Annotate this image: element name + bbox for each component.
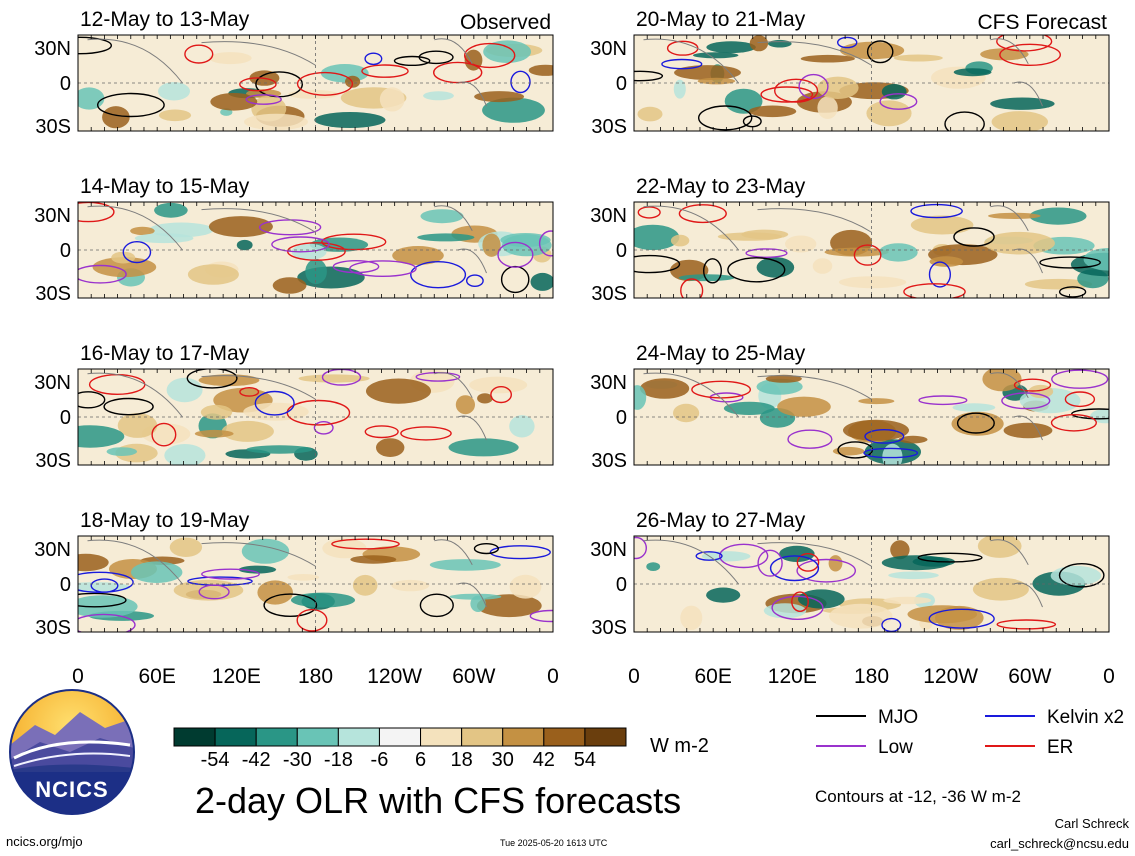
legend-label: ER	[1047, 737, 1073, 758]
panel-period: 16-May to 17-May	[80, 342, 250, 365]
colorbar-swatch	[337, 727, 380, 747]
y-tick-label: 30S	[35, 116, 71, 138]
x-tick-label: 180	[298, 665, 333, 688]
units-label: W m-2	[650, 735, 709, 757]
ncics-logo: NCICS	[9, 689, 135, 815]
colorbar-label: -54	[201, 749, 230, 771]
y-tick-label: 30S	[35, 450, 71, 472]
colorbar-label: 18	[451, 749, 473, 771]
x-tick-label: 0	[1103, 665, 1115, 688]
y-tick-label: 30N	[34, 38, 71, 60]
colorbar-label: -30	[283, 749, 312, 771]
map-panel: 30N 0 30S 20-May to 21-May CFS Forecast	[590, 8, 1110, 138]
y-tick-label: 30S	[591, 283, 627, 305]
colorbar-swatch	[543, 727, 586, 747]
map-panel: 30N 0 30S 18-May to 19-May	[34, 509, 554, 639]
colorbar-swatch	[420, 727, 463, 747]
y-tick-label: 30S	[591, 116, 627, 138]
x-tick-label: 0	[72, 665, 84, 688]
x-tick-label: 60W	[452, 665, 495, 688]
x-tick-label: 120W	[367, 665, 422, 688]
colorbar-swatch	[255, 727, 298, 747]
y-tick-label: 0	[616, 407, 627, 429]
footer-email[interactable]: carl_schreck@ncsu.edu	[990, 836, 1129, 851]
panel-period: 20-May to 21-May	[636, 8, 806, 31]
x-tick-label: 120W	[923, 665, 978, 688]
map-panel: 30N 0 30S 24-May to 25-May	[590, 342, 1110, 472]
y-tick-label: 30N	[590, 372, 627, 394]
colorbar-label: -42	[242, 749, 271, 771]
colorbar-label: -6	[371, 749, 389, 771]
y-tick-label: 30N	[34, 539, 71, 561]
colorbar-swatch	[214, 727, 257, 747]
y-tick-label: 0	[60, 407, 71, 429]
colorbar-swatch	[378, 727, 422, 747]
colorbar-swatch	[296, 727, 339, 747]
contours-note: Contours at -12, -36 W m-2	[815, 787, 1021, 806]
x-tick-label: 60E	[138, 665, 175, 688]
y-tick-label: 30S	[591, 450, 627, 472]
panel-period: 18-May to 19-May	[80, 509, 250, 532]
y-tick-label: 0	[616, 73, 627, 95]
y-tick-label: 30N	[590, 539, 627, 561]
footer-author: Carl Schreck	[1054, 816, 1129, 831]
panel-tag: CFS Forecast	[977, 11, 1107, 34]
y-tick-label: 30N	[34, 205, 71, 227]
colorbar-label: -18	[324, 749, 353, 771]
y-tick-label: 0	[616, 574, 627, 596]
colorbar-label: 30	[492, 749, 514, 771]
colorbar-swatch	[502, 727, 545, 747]
x-tick-label: 60W	[1008, 665, 1051, 688]
panel-period: 22-May to 23-May	[636, 175, 806, 198]
y-tick-label: 0	[616, 240, 627, 262]
colorbar-label: 54	[574, 749, 596, 771]
panel-period: 26-May to 27-May	[636, 509, 806, 532]
colorbar-swatch	[461, 727, 504, 747]
panel-tag: Observed	[460, 11, 551, 34]
colorbar-swatch	[173, 727, 216, 747]
y-tick-label: 30S	[35, 617, 71, 639]
y-tick-label: 30S	[35, 283, 71, 305]
y-tick-label: 30N	[34, 372, 71, 394]
panel-period: 24-May to 25-May	[636, 342, 806, 365]
legend-label: MJO	[878, 707, 918, 728]
legend-label: Kelvin x2	[1047, 707, 1124, 728]
map-panel: 30N 0 30S 22-May to 23-May	[590, 175, 1110, 305]
y-tick-label: 0	[60, 73, 71, 95]
x-tick-label: 120E	[768, 665, 817, 688]
colorbar-label: 42	[533, 749, 555, 771]
colorbar-swatch	[584, 727, 627, 747]
legend-label: Low	[878, 737, 913, 758]
footer-credits: Carl Schreck carl_schreck@ncsu.edu	[990, 814, 1129, 854]
x-tick-label: 120E	[212, 665, 261, 688]
panel-period: 12-May to 13-May	[80, 8, 250, 31]
x-tick-label: 0	[547, 665, 559, 688]
y-tick-label: 30N	[590, 205, 627, 227]
y-tick-label: 0	[60, 574, 71, 596]
map-panel: 30N 0 30S 12-May to 13-May Observed	[34, 8, 554, 138]
footer-timestamp: Tue 2025-05-20 1613 UTC	[500, 838, 608, 848]
x-tick-label: 180	[854, 665, 889, 688]
map-panel: 30N 0 30S 26-May to 27-May	[590, 509, 1110, 639]
map-panel: 30N 0 30S 16-May to 17-May	[34, 342, 554, 472]
colorbar-label: 6	[415, 749, 426, 771]
y-tick-label: 30N	[590, 38, 627, 60]
logo-text: NCICS	[35, 777, 108, 802]
x-tick-label: 0	[628, 665, 640, 688]
y-tick-label: 0	[60, 240, 71, 262]
panel-period: 14-May to 15-May	[80, 175, 250, 198]
chart-title: 2-day OLR with CFS forecasts	[195, 780, 682, 821]
x-tick-label: 60E	[694, 665, 731, 688]
footer-url[interactable]: ncics.org/mjo	[6, 834, 83, 849]
map-panel: 30N 0 30S 14-May to 15-May	[34, 175, 554, 305]
y-tick-label: 30S	[591, 617, 627, 639]
